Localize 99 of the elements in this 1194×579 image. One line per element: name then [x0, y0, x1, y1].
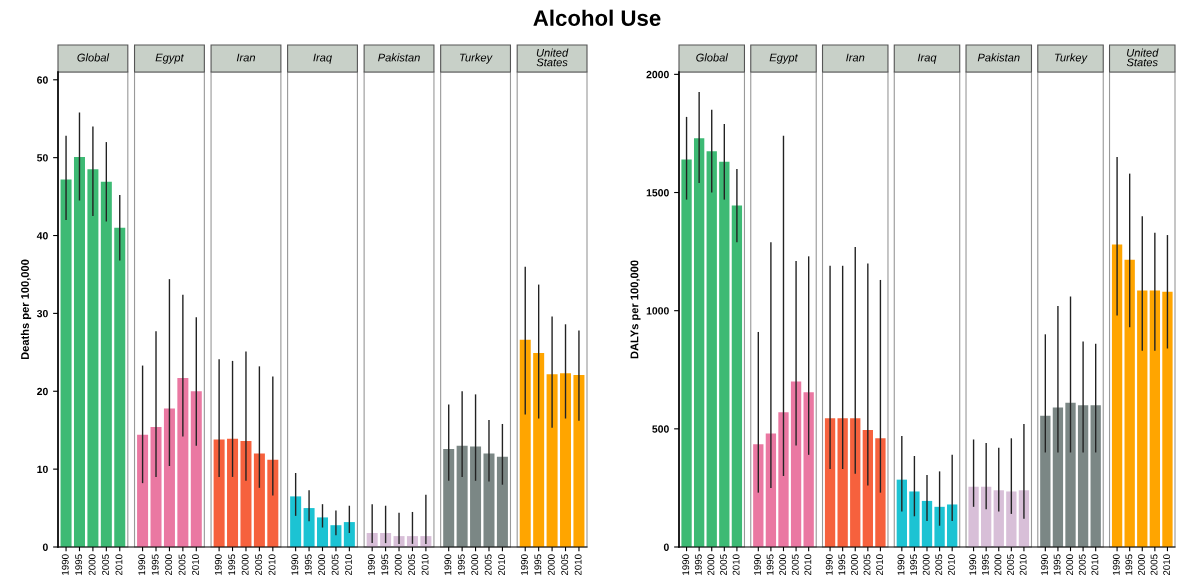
x-tick-label: 1990	[1041, 554, 1048, 575]
y-tick-label: 20	[37, 387, 48, 396]
x-tick-label: 2005	[178, 554, 186, 576]
x-tick-label: 2000	[241, 554, 249, 576]
text: Iran	[236, 53, 256, 62]
x-tick-label: 1990	[444, 554, 452, 575]
y-tick-label: 50	[37, 154, 48, 162]
x-tick-label: 1990	[61, 554, 69, 575]
text: Egypt	[155, 53, 185, 64]
text: Iraq	[313, 53, 332, 64]
x-tick-label: 1990	[969, 554, 977, 575]
x-tick-label: 2005	[255, 554, 263, 576]
y-tick-label: 10	[37, 465, 48, 474]
x-tick-label: 2005	[791, 554, 799, 576]
x-tick-label: 2010	[498, 554, 506, 576]
x-tick-label: 1995	[694, 554, 702, 575]
x-tick-label: 2010	[192, 554, 199, 576]
x-tick-label: 1995	[766, 554, 774, 575]
x-tick-label: 2010	[115, 554, 123, 576]
x-tick-label: 1990	[754, 554, 761, 575]
y-tick-label: 30	[36, 309, 48, 318]
text: Iraq	[917, 53, 937, 64]
x-tick-label: 1990	[1112, 554, 1120, 575]
x-tick-label: 2005	[484, 554, 492, 576]
x-tick-label: 2000	[471, 554, 479, 576]
y-axis-title: Deaths per 100,000	[20, 259, 32, 360]
text: Egypt	[769, 53, 799, 64]
x-tick-label: 2000	[88, 554, 96, 576]
x-tick-label: 2005	[935, 554, 943, 576]
x-tick-label: 2000	[779, 554, 787, 576]
text: Global	[77, 53, 110, 62]
x-tick-label: 2000	[1066, 554, 1074, 576]
x-tick-label: 1995	[381, 554, 389, 575]
x-tick-label: 2005	[863, 554, 871, 576]
x-tick-label: 2010	[947, 554, 955, 576]
x-tick-label: 1995	[75, 554, 83, 575]
x-tick-label: 2010	[1163, 554, 1171, 576]
x-tick-label: 1995	[304, 554, 312, 575]
x-tick-label: 2005	[408, 554, 416, 576]
text: United States	[536, 48, 569, 67]
x-tick-label: 1995	[457, 554, 465, 575]
x-tick-label: 1990	[520, 554, 528, 575]
chart-title: Alcohol Use	[533, 9, 661, 26]
x-tick-label: 2005	[561, 554, 569, 576]
y-tick-label: 1000	[646, 307, 669, 315]
text: Turkey	[1054, 53, 1088, 64]
x-tick-label: 1995	[838, 554, 846, 575]
x-tick-label: 2000	[1137, 554, 1145, 576]
x-tick-label: 1990	[682, 554, 690, 575]
x-tick-label: 2000	[850, 554, 858, 576]
x-tick-label: 2005	[1150, 554, 1158, 576]
x-tick-label: 1990	[291, 554, 299, 575]
x-tick-label: 1990	[138, 554, 146, 575]
text: Iran	[846, 53, 865, 62]
x-tick-label: 2000	[922, 554, 930, 576]
x-tick-label: 1995	[910, 554, 918, 575]
x-tick-label: 1995	[534, 554, 542, 575]
y-tick-label: 1500	[646, 189, 669, 197]
x-tick-label: 2005	[720, 554, 727, 576]
y-axis-title: DALYs per 100,000	[630, 260, 641, 359]
text: Turkey	[459, 53, 493, 64]
x-tick-label: 1990	[825, 554, 833, 575]
text: Global	[696, 53, 729, 62]
x-tick-label: 2000	[318, 554, 326, 576]
x-tick-label: 2010	[1091, 554, 1099, 576]
y-tick-label: 60	[37, 76, 48, 84]
x-tick-label: 1995	[151, 554, 159, 575]
x-tick-label: 1990	[214, 554, 222, 575]
x-tick-label: 2000	[547, 554, 555, 576]
x-tick-label: 1995	[981, 554, 989, 575]
y-tick-label: 2000	[646, 70, 669, 79]
x-tick-label: 2010	[345, 554, 352, 576]
x-tick-label: 2010	[421, 554, 429, 576]
x-tick-label: 2010	[732, 554, 740, 576]
x-tick-label: 2010	[1019, 554, 1027, 576]
x-tick-label: 2000	[165, 554, 173, 576]
x-tick-label: 2000	[707, 554, 715, 576]
x-tick-label: 1990	[367, 554, 375, 575]
text: United States	[1126, 48, 1159, 67]
x-tick-label: 1990	[897, 554, 905, 575]
text: Pakistan	[378, 53, 420, 62]
x-tick-label: 2010	[876, 554, 884, 576]
x-tick-label: 2000	[394, 554, 402, 576]
y-tick-label: 0	[42, 543, 48, 551]
x-tick-label: 2010	[574, 554, 582, 576]
x-tick-label: 1995	[1053, 554, 1061, 575]
x-tick-label: 2010	[268, 554, 276, 576]
x-tick-label: 2000	[994, 554, 1002, 576]
x-tick-label: 2005	[1007, 554, 1014, 576]
text: Pakistan	[977, 53, 1020, 62]
x-tick-label: 1995	[1125, 554, 1133, 575]
y-tick-label: 40	[36, 232, 48, 240]
x-tick-label: 2005	[331, 554, 339, 576]
x-tick-label: 2005	[102, 554, 109, 576]
y-tick-label: 500	[652, 425, 669, 433]
y-tick-label: 0	[663, 543, 669, 551]
x-tick-label: 1995	[228, 554, 236, 575]
x-tick-label: 2005	[1078, 554, 1086, 576]
x-tick-label: 2010	[804, 554, 812, 576]
